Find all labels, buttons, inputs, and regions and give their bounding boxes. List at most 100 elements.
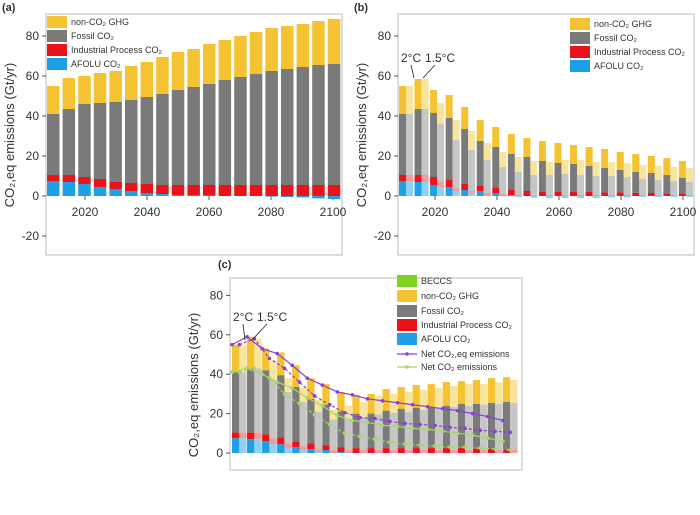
panel-label: (c): [218, 259, 232, 271]
bar-fossil-co--1-5c: [530, 175, 538, 195]
bar-afolu-co-: [62, 182, 76, 196]
bar-fossil-co-: [249, 74, 263, 185]
bar-afolu-co-: [125, 191, 138, 196]
bar-afolu-co--2c: [476, 191, 484, 196]
bar-fossil-co--2c: [678, 178, 686, 194]
bar-non-co-ghg-1-5c: [495, 382, 503, 404]
bar-non-co-ghg: [140, 62, 154, 97]
bar-industrial-process-co--2c: [554, 192, 562, 196]
bar-industrial-process-co--2c: [382, 448, 390, 453]
bar-non-co-ghg-2c: [472, 380, 481, 404]
bar-afolu-co-: [296, 196, 310, 198]
bar-afolu-co--1-5c: [654, 196, 662, 197]
line-point: [418, 443, 422, 447]
line-point: [372, 416, 377, 421]
bar-non-co-ghg-1-5c: [577, 160, 585, 175]
bar-non-co-ghg-2c: [538, 141, 546, 161]
bar-non-co-ghg-1-5c: [374, 395, 383, 415]
bar-fossil-co--1-5c: [495, 403, 503, 451]
bar-non-co-ghg-2c: [352, 394, 360, 414]
bar-fossil-co--2c: [445, 118, 453, 180]
bar-fossil-co-: [281, 69, 294, 185]
line-point: [312, 394, 317, 398]
bar-afolu-co--1-5c: [592, 196, 600, 198]
bar-fossil-co--2c: [632, 172, 640, 193]
bar-non-co-ghg: [281, 26, 294, 69]
bar-afolu-co--1-5c: [483, 195, 491, 196]
line-point: [350, 393, 355, 397]
x-tick-label: 2040: [134, 205, 161, 219]
bar-industrial-process-co--2c: [430, 177, 438, 185]
bar-non-co-ghg-1-5c: [269, 360, 277, 381]
bar-industrial-process-co--2c: [247, 432, 255, 440]
bar-fossil-co-: [140, 97, 154, 184]
bar-fossil-co-: [62, 109, 76, 175]
legend-swatch: [47, 44, 67, 56]
panel-label: (a): [2, 2, 16, 14]
bar-non-co-ghg-2c: [445, 95, 453, 118]
bar-non-co-ghg-1-5c: [530, 161, 538, 175]
bar-afolu-co--2c: [492, 193, 500, 196]
bar-non-co-ghg-2c: [414, 79, 422, 109]
bar-industrial-process-co--2c: [663, 193, 671, 196]
bar-non-co-ghg-1-5c: [314, 399, 322, 412]
bar-industrial-process-co-: [140, 184, 154, 193]
bar-non-co-ghg-1-5c: [480, 384, 488, 405]
bar-industrial-process-co--1-5c: [254, 432, 262, 440]
bar-afolu-co--1-5c: [577, 196, 585, 198]
plot-frame: [45, 13, 343, 256]
line-point: [463, 445, 467, 449]
bar-industrial-process-co--1-5c: [269, 438, 277, 445]
bar-fossil-co--1-5c: [685, 182, 693, 195]
line-point: [252, 366, 257, 371]
bar-industrial-process-co--1-5c: [483, 193, 491, 195]
line-point: [395, 400, 400, 405]
line-point: [245, 366, 249, 371]
bar-fossil-co--2c: [457, 403, 466, 449]
annotation-label: 2°C: [233, 310, 253, 324]
line-point: [297, 380, 302, 384]
bars: [47, 19, 341, 199]
bar-non-co-ghg-1-5c: [670, 167, 678, 181]
legend-label: Fossil CO₂: [421, 306, 465, 316]
bar-non-co-ghg-1-5c: [499, 152, 507, 167]
y-tick-label: 40: [210, 367, 224, 381]
bar-fossil-co--2c: [427, 406, 435, 449]
bar-afolu-co--1-5c: [299, 450, 307, 453]
y-axis-label: CO₂,eq emissions (Gt/yr): [186, 313, 201, 457]
x-tick-label: 2060: [546, 205, 573, 219]
line-point: [501, 439, 505, 443]
bar-fossil-co--2c: [307, 398, 315, 444]
y-tick-label: 0: [216, 446, 223, 460]
line-point: [478, 428, 482, 433]
bar-afolu-co-: [109, 189, 122, 196]
bars: [230, 334, 518, 453]
annotation-label: 1.5°C: [257, 310, 287, 324]
line-point: [508, 448, 512, 452]
bar-industrial-process-co--1-5c: [608, 195, 616, 196]
bar-fossil-co--2c: [487, 402, 496, 450]
bar-industrial-process-co-: [281, 185, 294, 196]
bar-afolu-co--2c: [247, 439, 255, 453]
panel-label: (b): [354, 2, 368, 14]
bar-non-co-ghg: [62, 78, 76, 109]
bar-afolu-co--2c: [414, 182, 422, 196]
bar-non-co-ghg-2c: [262, 348, 270, 371]
bar-afolu-co--2c: [307, 449, 315, 453]
bar-fossil-co-: [218, 80, 232, 185]
bar-afolu-co--2c: [461, 190, 469, 196]
legend-swatch: [570, 60, 590, 72]
bar-non-co-ghg-2c: [570, 145, 578, 164]
bar-fossil-co--1-5c: [269, 380, 277, 439]
bar-non-co-ghg: [156, 57, 169, 94]
line-point: [320, 383, 325, 387]
bar-industrial-process-co-: [312, 185, 325, 196]
legend-swatch: [397, 275, 417, 287]
bar-non-co-ghg-2c: [442, 382, 450, 406]
bar-industrial-process-co--1-5c: [406, 175, 413, 181]
bar-fossil-co--1-5c: [344, 419, 352, 451]
bar-non-co-ghg-2c: [430, 90, 438, 113]
bar-fossil-co--2c: [412, 407, 420, 449]
bar-afolu-co--2c: [337, 452, 345, 453]
bar-non-co-ghg: [234, 36, 247, 77]
